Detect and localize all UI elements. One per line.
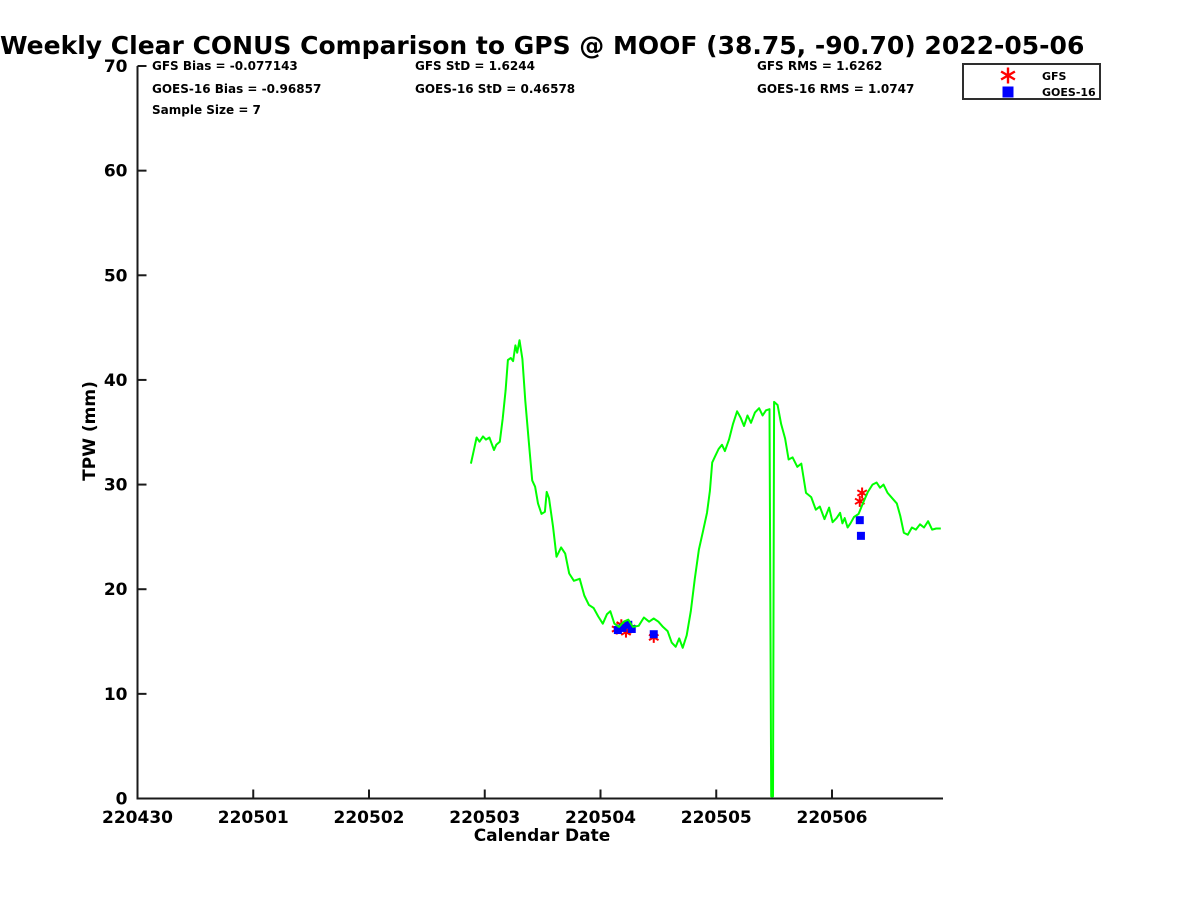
goes16-marker [856,531,865,540]
y-axis-label: TPW (mm) [80,381,100,481]
x-tick-label: 220506 [797,808,868,828]
stat-goes16-std: GOES-16 StD = 0.46578 [415,81,576,96]
y-tick-label: 0 [116,790,128,810]
x-tick-label: 220501 [218,808,289,828]
x-tick-label: 220503 [449,808,520,828]
gps-line [469,339,941,798]
y-tick-label: 10 [104,685,128,705]
x-tick-label: 220505 [681,808,752,828]
goes16-square-icon [1002,86,1014,98]
x-axis-label: Calendar Date [473,826,611,846]
legend-item-gfs: GFS [1042,70,1067,83]
x-tick-label: 220430 [102,808,173,828]
goes16-marker [624,620,633,629]
y-tick-label: 40 [104,371,128,391]
y-tick-label: 30 [104,476,128,496]
y-tick-label: 70 [104,57,128,77]
stat-goes16-bias: GOES-16 Bias = -0.96857 [152,81,322,96]
goes16-marker [613,626,622,635]
goes16-marker [618,623,627,632]
stat-sample-size: Sample Size = 7 [152,102,261,117]
gfs-asterisk-icon [1000,67,1016,84]
y-tick-label: 20 [104,580,128,600]
y-tick-label: 50 [104,266,128,286]
y-tick-label: 60 [104,162,128,182]
x-tick-label: 220502 [334,808,405,828]
gfs-marker [856,487,868,499]
goes16-marker [649,630,658,639]
goes16-marker [627,624,636,633]
legend-markers [1000,67,1016,98]
stat-gfs-std: GFS StD = 1.6244 [415,59,535,73]
legend-item-goes16: GOES-16 [1042,86,1096,99]
goes16-marker [855,516,864,525]
stat-goes16-rms: GOES-16 RMS = 1.0747 [757,81,915,96]
chart-title: Weekly Clear CONUS Comparison to GPS @ M… [0,31,1085,60]
stat-gfs-bias: GFS Bias = -0.077143 [152,59,298,73]
axes-lines [136,66,943,800]
stat-gfs-rms: GFS RMS = 1.6262 [757,59,883,73]
legend-box: GFS GOES-16 [962,63,1101,100]
x-tick-label: 220504 [565,808,636,828]
